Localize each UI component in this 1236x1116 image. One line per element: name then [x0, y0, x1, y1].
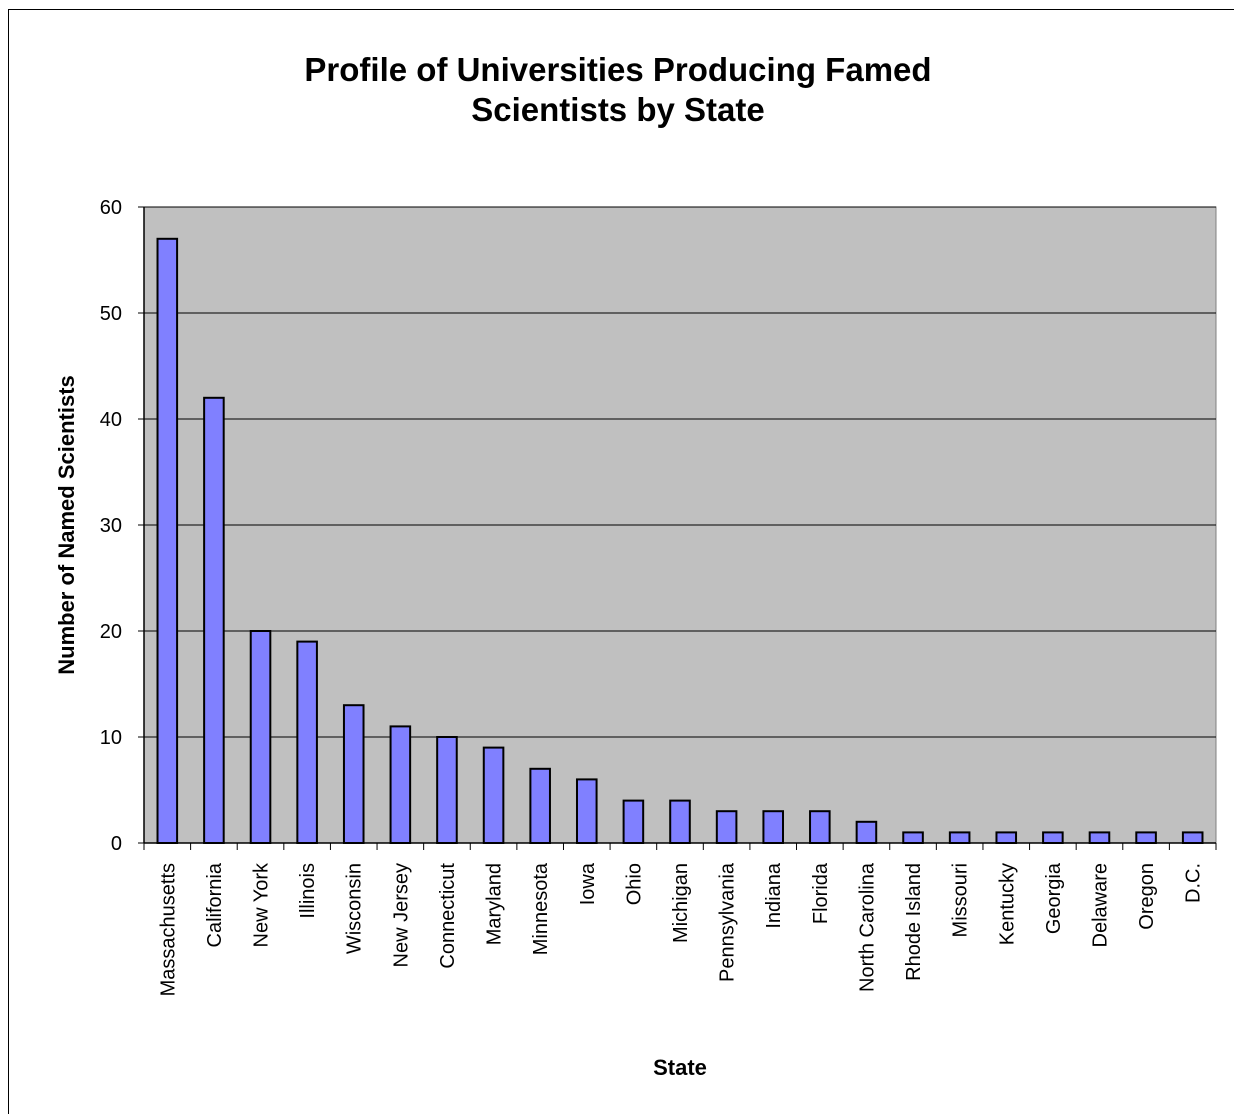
bar-oregon [1135, 831, 1157, 845]
y-tick-label: 20 [100, 621, 122, 643]
chart-frame [8, 9, 1234, 1114]
x-tick-label: Minnesota [530, 862, 552, 955]
bar-connecticut [436, 736, 458, 844]
x-tick-label: New Jersey [390, 863, 412, 967]
x-axis-ticks: Massachusetts California New York Illinois W… [143, 843, 1217, 996]
y-axis-label: Number of Named Scientists [54, 375, 79, 675]
bar-ohio [622, 799, 645, 844]
bar-minnesota [529, 767, 551, 844]
x-tick-label: Wisconsin [344, 863, 366, 954]
x-tick-label: Oregon [1136, 863, 1158, 930]
bar-delaware [1088, 831, 1111, 845]
x-tick-label: Georgia [1043, 862, 1065, 934]
y-tick-label: 0 [111, 833, 122, 855]
x-tick-label: Ohio [623, 863, 645, 905]
bar-iowa [575, 778, 598, 845]
y-tick-label: 50 [100, 303, 122, 325]
y-axis-ticks: 0 10 20 30 40 50 60 [100, 197, 144, 855]
gridlines [144, 206, 1216, 738]
bar-north-carolina [855, 820, 878, 844]
x-tick-label: D.C. [1183, 863, 1205, 903]
y-tick-label: 60 [100, 197, 122, 219]
x-tick-label: Missouri [950, 863, 972, 937]
x-tick-label: Massachusetts [157, 863, 179, 996]
x-tick-label: Connecticut [437, 863, 459, 969]
x-tick-label: Michigan [670, 863, 692, 943]
bar-indiana [762, 810, 785, 845]
bar-missouri [948, 831, 971, 845]
x-tick-label: Maryland [484, 863, 506, 945]
x-tick-label: Kentucky [996, 863, 1018, 945]
x-tick-label: Iowa [577, 862, 599, 905]
bar-massachusetts [156, 237, 179, 845]
x-tick-label: Florida [810, 862, 832, 924]
x-tick-label: New York [251, 862, 273, 947]
x-tick-label: California [204, 862, 226, 947]
bar-new-york [249, 630, 272, 844]
x-tick-label: Delaware [1089, 863, 1111, 947]
bar-new-jersey [389, 725, 412, 845]
x-tick-label: Indiana [763, 862, 785, 928]
bar-california [203, 396, 225, 844]
bar-d-c [1181, 831, 1204, 845]
bar-rhode-island [902, 831, 924, 845]
y-tick-label: 40 [100, 409, 122, 431]
x-tick-label: North Carolina [856, 862, 878, 992]
bar-wisconsin [342, 704, 365, 845]
bar-georgia [1042, 831, 1064, 845]
x-tick-label: Illinois [297, 863, 319, 919]
bar-illinois [296, 640, 318, 844]
x-tick-label: Pennsylvania [717, 862, 739, 982]
x-axis-label: State [653, 1055, 707, 1080]
chart-title-line-2: Scientists by State [471, 91, 765, 128]
bar-michigan [669, 799, 691, 844]
chart-title: Profile of Universities Producing Famed … [0, 50, 1236, 130]
bar-maryland [482, 746, 505, 844]
y-tick-label: 30 [100, 515, 122, 537]
x-tick-label: Rhode Island [903, 863, 925, 981]
y-tick-label: 10 [100, 727, 122, 749]
bar-pennsylvania [715, 810, 738, 845]
bar-kentucky [995, 831, 1018, 845]
bar-florida [809, 810, 831, 845]
chart-title-line-1: Profile of Universities Producing Famed [304, 51, 932, 88]
